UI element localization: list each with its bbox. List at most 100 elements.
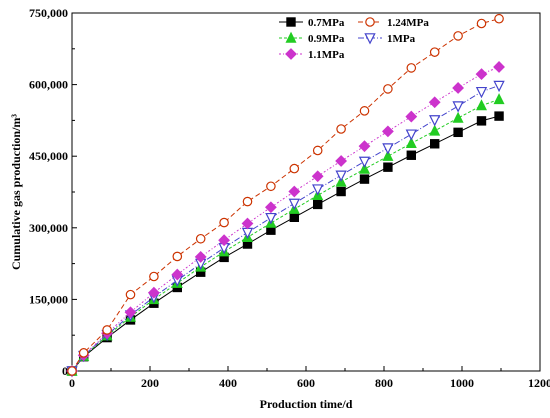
y-tick-label: 750,000	[29, 6, 68, 20]
legend-marker	[285, 48, 297, 60]
data-point	[313, 199, 323, 210]
x-tick-label: 600	[297, 376, 315, 390]
data-point	[67, 366, 77, 376]
data-point	[382, 143, 394, 155]
y-tick-label: 300,000	[29, 221, 68, 235]
data-point	[219, 217, 229, 228]
data-point	[194, 251, 207, 263]
data-point	[288, 185, 301, 198]
legend-label: 1.1MPa	[308, 49, 345, 61]
data-point	[381, 125, 394, 138]
x-tick-label: 400	[219, 376, 237, 390]
y-tick-label: 150,000	[29, 292, 68, 306]
x-axis-title: Production time/d	[260, 397, 353, 411]
data-point	[124, 306, 137, 319]
data-point	[359, 106, 370, 116]
data-point	[335, 170, 347, 182]
x-tick-label: 800	[375, 376, 393, 390]
data-point	[429, 47, 440, 57]
legend-marker	[365, 17, 375, 27]
data-point	[172, 251, 183, 262]
data-point	[266, 181, 276, 192]
data-point	[336, 124, 346, 134]
data-point	[171, 268, 184, 281]
legend-label: 0.7MPa	[308, 17, 345, 29]
data-point	[475, 99, 488, 111]
legend-marker	[285, 31, 297, 43]
y-tick-label: 450,000	[29, 149, 68, 163]
series-1mpa	[66, 80, 505, 378]
series-1-1mpa	[66, 61, 505, 377]
x-axis: 0 200 400 600 800 1000 1200	[69, 366, 550, 390]
data-point	[493, 80, 505, 93]
legend-item: 1.1MPa	[279, 48, 345, 61]
data-point	[430, 139, 440, 149]
data-point	[78, 348, 89, 358]
data-point	[358, 140, 371, 153]
data-point	[453, 127, 463, 138]
data-point	[429, 115, 441, 127]
data-point	[476, 18, 487, 29]
data-point	[475, 68, 488, 81]
legend-item: 0.7MPa	[279, 17, 345, 29]
data-point	[218, 234, 231, 247]
plot-frame	[71, 12, 541, 372]
data-point	[428, 96, 441, 109]
data-point	[382, 149, 394, 161]
data-point	[494, 13, 504, 24]
data-point	[476, 116, 487, 126]
data-point	[241, 227, 254, 240]
data-point	[102, 325, 112, 335]
data-point	[147, 286, 160, 299]
data-point	[405, 110, 418, 123]
data-point	[406, 150, 417, 160]
data-point	[429, 124, 441, 136]
y-tick-label: 600,000	[29, 78, 68, 92]
data-point	[493, 93, 505, 105]
series-line	[71, 115, 500, 372]
data-point	[149, 271, 159, 282]
legend-item: 1.24MPa	[358, 17, 429, 29]
legend-label: 0.9MPa	[308, 33, 345, 45]
data-point	[383, 84, 393, 94]
data-point	[336, 186, 346, 197]
series-layer	[66, 13, 505, 378]
y-tick-label: 0	[62, 364, 68, 378]
legend-marker	[286, 17, 296, 27]
data-point	[264, 201, 277, 214]
series-0-9mpa	[66, 93, 505, 376]
data-point	[452, 101, 464, 113]
data-point	[359, 174, 370, 184]
x-tick-label: 200	[141, 376, 159, 390]
legend-marker	[364, 33, 376, 45]
series-line	[71, 85, 500, 372]
series-line	[71, 66, 500, 372]
data-point	[289, 212, 300, 222]
data-point	[358, 162, 371, 174]
x-tick-label: 1000	[450, 376, 474, 390]
data-point	[335, 155, 348, 167]
data-point	[453, 31, 463, 41]
data-point	[493, 61, 505, 73]
y-axis-title: Cumulative gas production/m³	[9, 114, 23, 270]
legend-item: 1MPa	[358, 33, 416, 45]
data-point	[242, 196, 253, 207]
data-point	[241, 217, 254, 230]
data-point	[288, 198, 300, 210]
data-point	[289, 163, 300, 174]
series-1-24mpa	[67, 13, 504, 376]
series-line	[71, 18, 500, 372]
plot-area: 0 200 400 600 800 1000 1200 0 150,000 300,000 450…	[29, 6, 550, 390]
data-point	[358, 156, 371, 168]
data-point	[405, 136, 417, 149]
legend-label: 1.24MPa	[387, 17, 429, 29]
data-point	[494, 111, 504, 121]
legend: 0.7MPa 1.24MPa 0.9MPa 1MPa 1.1MPa	[279, 17, 429, 61]
data-point	[312, 145, 323, 156]
data-point	[312, 184, 324, 196]
x-tick-label: 1200	[528, 376, 550, 390]
data-point	[405, 129, 417, 141]
y-axis: 0 150,000 300,000 450,000 600,000 750,000	[29, 6, 77, 378]
x-tick-label: 0	[69, 376, 75, 390]
